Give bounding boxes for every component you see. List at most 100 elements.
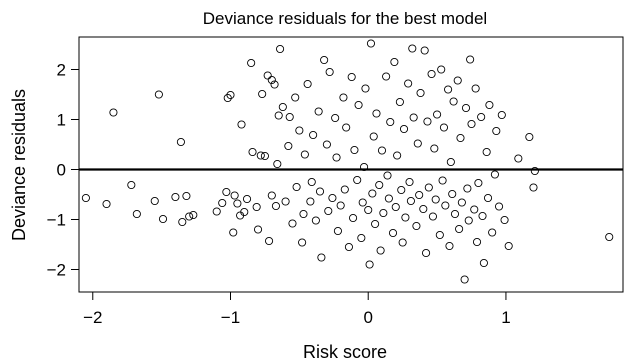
data-point [399,124,409,134]
data-point [258,89,267,99]
data-point [444,85,453,94]
data-point [455,224,464,234]
data-point [182,191,191,201]
data-point [365,260,374,269]
data-point [430,144,439,153]
data-point [463,184,472,193]
data-point [404,79,413,88]
data-point [150,196,159,206]
data-point [446,157,455,167]
data-point [240,207,249,217]
data-point [281,197,290,206]
data-point [431,195,440,204]
plot-frame [78,36,624,293]
data-point [292,182,301,192]
data-point [377,146,387,155]
data-point [270,80,279,89]
data-point [398,238,407,247]
data-point [366,39,376,48]
data-point [324,206,333,216]
data-point [248,147,257,157]
data-point [514,154,523,163]
data-point [263,71,272,80]
data-point [299,209,308,219]
data-point [223,93,232,103]
data-point [307,177,316,187]
data-point [497,110,506,120]
data-point [267,191,276,200]
data-point [260,151,269,161]
data-point [357,233,366,243]
data-point [449,97,458,106]
data-point [132,209,141,219]
x-tick-label: 0 [363,308,372,327]
data-point [424,183,433,192]
data-point [420,46,429,55]
data-point [284,141,293,151]
data-point [253,225,263,234]
data-point [325,67,334,77]
data-point [336,201,345,210]
y-tick-label: 0 [57,161,66,180]
data-point [226,90,235,100]
data-point [450,209,460,219]
data-point [309,130,318,140]
data-point [178,217,187,227]
data-point [306,197,315,206]
x-axis-label: Risk score [303,342,387,362]
data-point [435,230,444,240]
x-tick-label: 1 [501,308,510,327]
data-point [376,246,385,255]
data-point [439,123,449,132]
data-point [285,112,294,122]
data-point [456,133,465,143]
data-point [242,194,252,204]
data-point [354,100,363,110]
data-point [176,137,185,147]
data-point [384,194,393,203]
data-point [317,253,326,262]
data-point [288,219,297,228]
data-point [412,221,421,231]
data-point [247,58,256,68]
y-axis: −2 −1 0 1 2 [47,61,79,280]
data-point [457,198,466,207]
data-point [315,187,325,196]
data-point [353,175,362,185]
data-point [218,198,227,208]
data-point [419,204,428,214]
data-point [471,84,480,93]
data-point [274,111,283,120]
x-axis: −2 −1 0 1 [83,292,511,327]
data-point [278,102,287,112]
data-point [358,198,367,207]
data-point [347,72,356,82]
data-point [460,275,469,284]
data-point [328,193,337,203]
data-point [474,178,483,188]
data-point [333,226,342,236]
data-point [364,205,373,215]
data-point [383,171,392,180]
data-point [405,177,414,187]
data-point [375,180,384,190]
data-point [406,196,415,206]
data-point [416,88,425,98]
data-point [102,199,111,209]
data-point [422,248,431,258]
data-point [320,55,329,65]
data-point [344,242,353,252]
data-point [428,212,437,221]
data-point [390,57,399,67]
data-point [109,108,118,117]
data-point [453,76,462,85]
y-tick-label: 1 [57,111,66,130]
data-point [388,228,398,238]
data-point [409,113,418,122]
data-point [322,140,331,149]
data-point [445,241,454,251]
x-tick-label: −1 [221,308,240,327]
data-point [171,192,180,202]
data-point [361,84,370,93]
